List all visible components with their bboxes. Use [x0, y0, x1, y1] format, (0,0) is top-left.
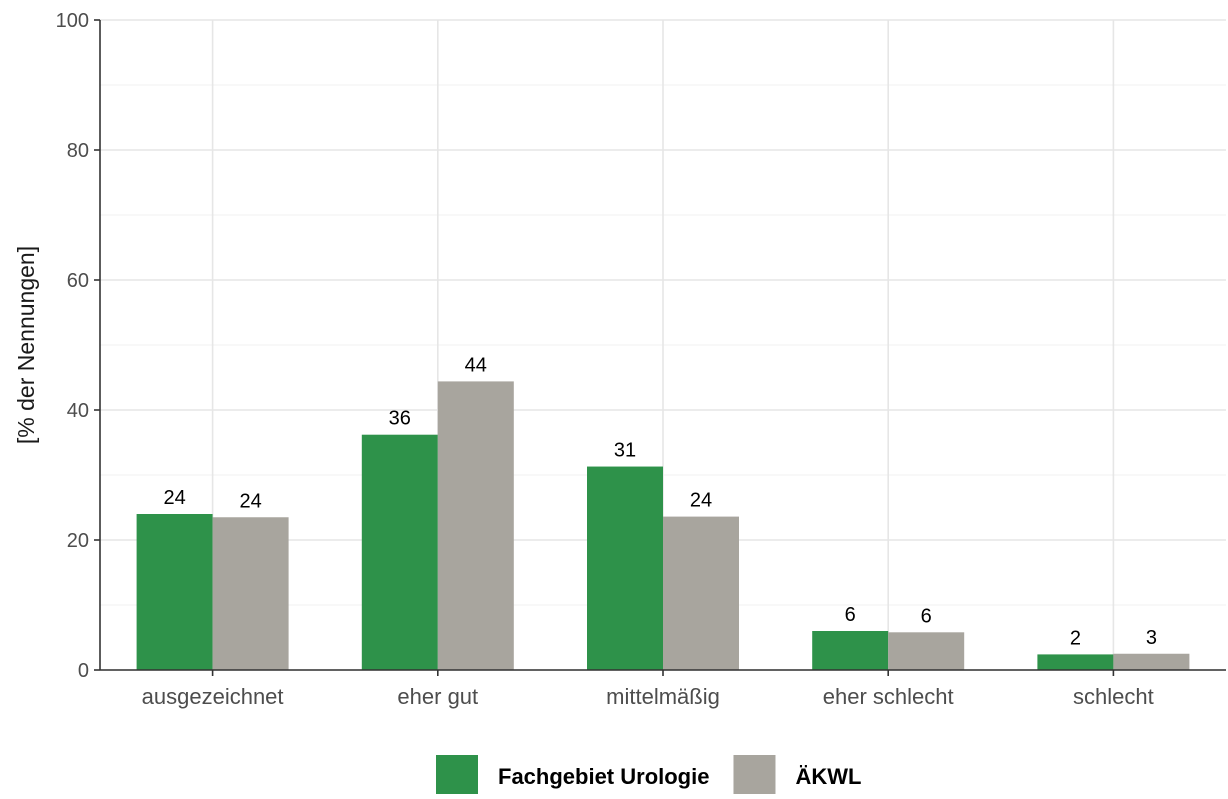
bar — [587, 466, 663, 670]
legend-swatch — [436, 755, 478, 797]
bar — [663, 516, 739, 670]
bar-value-label: 36 — [389, 408, 411, 430]
y-tick-label: 100 — [56, 10, 89, 32]
bar — [1037, 654, 1114, 670]
bar-value-label: 6 — [921, 605, 932, 627]
x-tick-label: schlecht — [1073, 684, 1154, 709]
bar-value-label: 6 — [845, 604, 856, 626]
bar-value-label: 24 — [239, 490, 261, 512]
bar — [212, 517, 289, 670]
bar — [1113, 653, 1190, 670]
bar-value-label: 24 — [690, 490, 712, 512]
legend-swatch — [733, 755, 776, 797]
bar — [437, 381, 514, 670]
bar — [361, 434, 438, 670]
y-tick-label: 80 — [67, 140, 89, 162]
bar — [888, 632, 965, 670]
bar-value-label: 2 — [1070, 627, 1081, 649]
bar-value-label: 31 — [614, 440, 636, 462]
legend: Fachgebiet Urologie ÄKWL — [436, 755, 861, 797]
y-axis-title: [% der Nennungen] — [13, 246, 39, 444]
bar-value-label: 44 — [465, 354, 487, 376]
x-tick-label: ausgezeichnet — [142, 684, 284, 709]
x-tick-label: mittelmäßig — [606, 684, 720, 709]
legend-label: Fachgebiet Urologie — [498, 764, 709, 789]
bar-value-label: 24 — [163, 487, 185, 509]
y-tick-label: 20 — [67, 530, 89, 552]
bar — [136, 514, 213, 670]
bar — [812, 631, 889, 670]
y-tick-label: 60 — [67, 270, 89, 292]
bars — [136, 381, 1190, 670]
bar-value-label: 3 — [1146, 627, 1157, 649]
x-tick-label: eher gut — [397, 684, 478, 709]
legend-label: ÄKWL — [795, 764, 861, 789]
y-tick-label: 0 — [78, 660, 89, 682]
y-tick-label: 40 — [67, 400, 89, 422]
x-tick-label: eher schlecht — [823, 684, 954, 709]
axes: 0 20 40 60 80 100 ausgezeichnet eher gut mittelm… — [56, 10, 1226, 709]
bar-value-labels: 24 36 31 6 2 24 44 24 6 3 — [163, 354, 1156, 649]
